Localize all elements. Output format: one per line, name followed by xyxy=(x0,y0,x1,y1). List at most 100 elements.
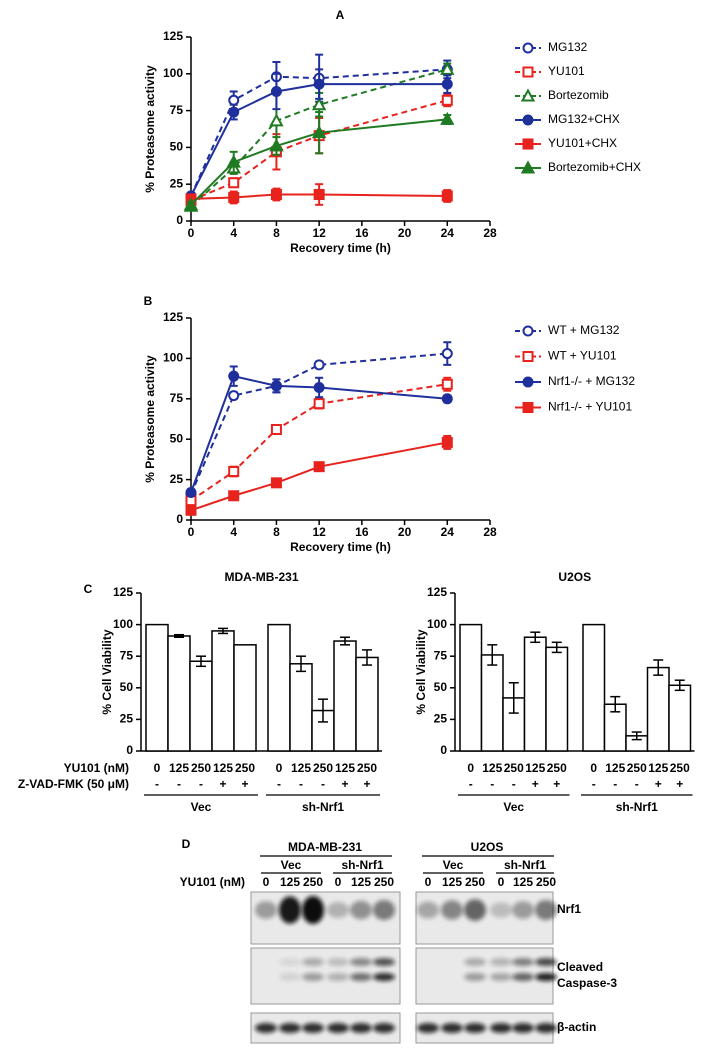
x-row-label: - xyxy=(277,777,281,791)
x-row-label: 0 xyxy=(154,761,161,775)
marker xyxy=(185,504,197,516)
y-tick-label: 125 xyxy=(113,585,133,599)
error-bar xyxy=(487,644,498,666)
lane-label: 125 xyxy=(280,875,300,889)
marker xyxy=(228,370,240,382)
x-row-label: 0 xyxy=(590,761,597,775)
marker xyxy=(520,88,536,102)
x-axis-title: Recovery time (h) xyxy=(290,241,391,255)
legend-label: Nrf1-/- + YU101 xyxy=(548,400,632,414)
series-line xyxy=(190,99,448,202)
x-row-label: - xyxy=(635,777,639,791)
legend-label: YU101 xyxy=(548,64,585,78)
marker xyxy=(522,325,534,337)
marker xyxy=(228,94,240,106)
bar xyxy=(646,666,670,752)
marker xyxy=(269,113,284,127)
blot-box xyxy=(250,891,401,945)
x-tick-label: 12 xyxy=(312,525,326,539)
x-row-label: - xyxy=(199,777,203,791)
error-bar xyxy=(218,627,228,635)
lane-label: 125 xyxy=(442,875,462,889)
marker xyxy=(520,160,536,174)
x-tick-label: 20 xyxy=(398,226,412,240)
blot-band xyxy=(255,901,277,919)
blot-band xyxy=(535,900,557,920)
blot-band xyxy=(279,973,301,981)
y-tick-label: 100 xyxy=(427,617,447,631)
x-tick-label: 28 xyxy=(483,226,497,240)
y-tick-label: 0 xyxy=(440,743,447,757)
marker xyxy=(522,114,534,126)
bar xyxy=(145,623,169,752)
blot-band xyxy=(512,1023,534,1033)
x-row-label: 125 xyxy=(169,761,189,775)
x-row-label: 125 xyxy=(605,761,625,775)
panel-label: D xyxy=(182,837,191,851)
chart-title: U2OS xyxy=(558,570,591,584)
panel-label: C xyxy=(84,582,93,596)
x-tick-label: 16 xyxy=(355,525,369,539)
bar xyxy=(189,660,213,752)
blot-band xyxy=(327,973,349,981)
x-row-label: 250 xyxy=(235,761,255,775)
y-tick-label: 0 xyxy=(126,743,133,757)
y-axis-title: % Cell Viability xyxy=(414,629,428,714)
blot-band xyxy=(512,973,534,981)
blot-band xyxy=(302,896,324,924)
blot-band xyxy=(441,1023,463,1033)
marker xyxy=(269,138,284,152)
marker xyxy=(313,398,325,410)
blot-band xyxy=(350,958,372,966)
group-label: Vec xyxy=(191,800,212,814)
legend-label: WT + YU101 xyxy=(548,349,617,363)
x-axis-title: Recovery time (h) xyxy=(290,540,391,554)
x-row-label: 250 xyxy=(357,761,377,775)
group-label: sh-Nrf1 xyxy=(504,858,546,872)
marker xyxy=(228,466,240,478)
y-tick-label: 50 xyxy=(434,680,448,694)
marker xyxy=(440,111,455,125)
y-tick-label: 100 xyxy=(163,351,183,365)
y-tick-label: 25 xyxy=(434,712,448,726)
x-row-label: 125 xyxy=(525,761,545,775)
x-row-label: - xyxy=(177,777,181,791)
blot-band xyxy=(490,973,512,981)
blot-row-label: Nrf1 xyxy=(557,902,581,916)
marker xyxy=(522,42,534,54)
bar xyxy=(355,656,379,752)
blot-band xyxy=(464,958,486,966)
error-bar xyxy=(631,731,642,741)
x-row-label: + xyxy=(532,777,539,791)
blot-band xyxy=(373,973,395,981)
error-bar xyxy=(174,633,184,638)
marker xyxy=(441,78,453,90)
blot-band xyxy=(441,900,463,920)
lane-label: 0 xyxy=(498,875,505,889)
marker xyxy=(228,191,240,203)
blot-row-label: β-actin xyxy=(557,1020,596,1034)
blot-band xyxy=(490,1023,512,1033)
panel-label: A xyxy=(336,8,345,22)
y-tick-label: 125 xyxy=(427,585,447,599)
x-row-label: - xyxy=(321,777,325,791)
marker xyxy=(522,376,534,388)
x-tick-label: 8 xyxy=(273,226,280,240)
y-tick-label: 50 xyxy=(170,140,184,154)
error-bar xyxy=(610,695,621,713)
x-row-label: 250 xyxy=(313,761,333,775)
x-row-label: - xyxy=(592,777,596,791)
lane-label: 250 xyxy=(374,875,394,889)
marker xyxy=(228,390,240,402)
y-axis-title: % Proteasome activity xyxy=(143,355,157,483)
x-row-label: 125 xyxy=(335,761,355,775)
x-row-label: 125 xyxy=(291,761,311,775)
blot-band xyxy=(279,896,301,924)
blot-band xyxy=(490,958,512,966)
y-tick-label: 125 xyxy=(163,29,183,43)
bar xyxy=(233,644,257,752)
x-row-label: + xyxy=(363,777,370,791)
blot-band xyxy=(464,1023,486,1033)
y-tick-label: 50 xyxy=(170,431,184,445)
x-row-label: - xyxy=(613,777,617,791)
